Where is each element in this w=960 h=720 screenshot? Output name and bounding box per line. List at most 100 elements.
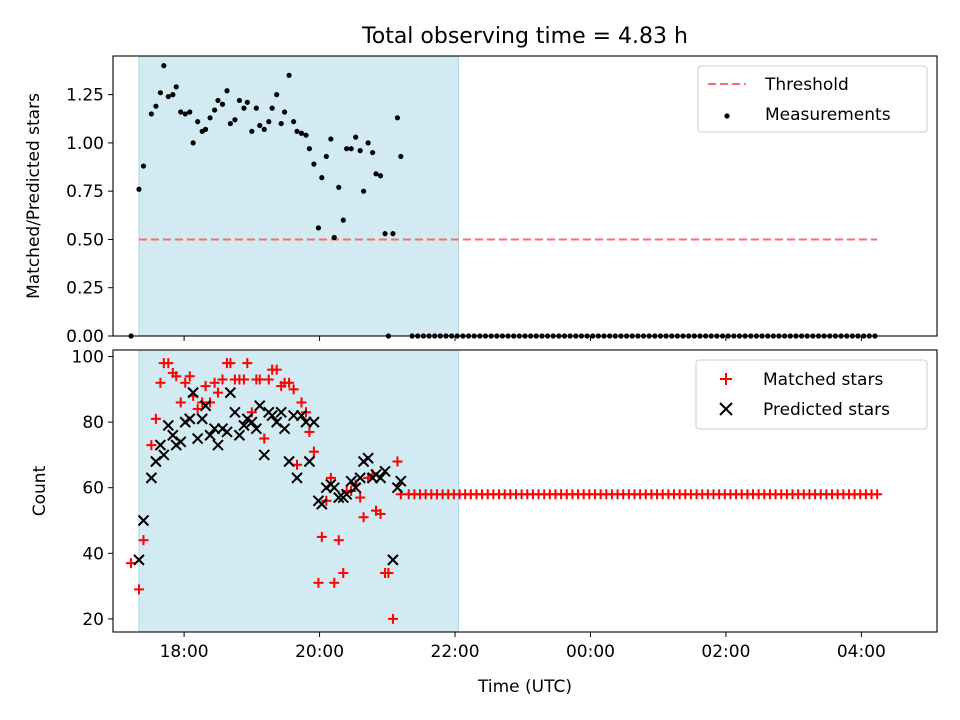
predicted-star-point — [283, 455, 295, 468]
matched-star-point — [238, 374, 249, 385]
predicted-star-point — [395, 475, 407, 487]
measurement-point — [348, 146, 354, 152]
matched-star-point — [259, 433, 270, 444]
predicted-star-point — [254, 400, 266, 412]
measurement-point — [294, 128, 300, 134]
matched-star-point — [200, 381, 211, 392]
ratio-legend-frame — [697, 65, 928, 133]
predicted-star-point — [154, 439, 167, 451]
measurement-point — [274, 92, 280, 98]
measurement-point — [390, 231, 396, 237]
measurement-point — [319, 175, 325, 181]
matched-star-point — [383, 567, 394, 578]
predicted-star-point — [246, 416, 258, 428]
predicted-star-point — [212, 439, 224, 451]
x-tick-label: 22:00 — [431, 642, 480, 662]
measurement-point — [187, 109, 193, 115]
ratio-ytick-label: 0.50 — [66, 230, 104, 250]
count-ytick-label: 80 — [82, 413, 104, 433]
legend-matched-label: Matched stars — [763, 370, 883, 390]
ratio-ytick-label: 0.25 — [66, 279, 104, 299]
predicted-star-point — [345, 475, 357, 487]
predicted-star-point — [303, 455, 316, 468]
measurement-point — [269, 105, 275, 111]
predicted-star-point — [278, 422, 291, 435]
matched-star-point — [138, 535, 149, 546]
measurement-point — [281, 109, 288, 115]
measurement-point — [236, 97, 243, 104]
legend-predicted-label: Predicted stars — [763, 400, 890, 420]
measurement-point — [161, 63, 167, 69]
x-tick-label: 00:00 — [566, 642, 615, 662]
measurement-point — [190, 140, 196, 146]
matched-star-point — [133, 584, 144, 595]
ratio-ytick-label: 0.75 — [66, 182, 104, 202]
ratio-panel: 0.00 0.25 0.50 0.75 1.00 1.25 Matched/Predict… — [24, 55, 938, 347]
predicted-star-point — [391, 482, 404, 494]
matched-star-point — [146, 440, 157, 451]
count-axis-ticks: 20 40 60 80 100 18:00 20:00 22:00 00:00 02:00 04:0… — [72, 348, 886, 662]
legend-measurements-label: Measurements — [765, 105, 891, 125]
predicted-star-point — [316, 498, 328, 510]
measurement-point — [241, 105, 247, 111]
measurement-point — [344, 146, 350, 152]
predicted-star-point — [362, 452, 374, 464]
x-tick-label: 04:00 — [837, 642, 886, 662]
predicted-star-point — [349, 482, 362, 494]
count-ytick-label: 20 — [82, 610, 104, 630]
measurement-point — [340, 217, 346, 223]
measurement-point — [253, 105, 259, 111]
measurement-point — [227, 120, 233, 127]
matched-star-point — [872, 489, 883, 500]
predicted-star-point — [224, 386, 237, 399]
matched-star-point — [163, 358, 174, 369]
measurement-point — [232, 117, 238, 123]
measurement-point — [286, 72, 292, 78]
measurement-point — [165, 93, 171, 100]
measurement-point — [315, 225, 322, 231]
matched-star-point — [155, 377, 166, 388]
measurement-point — [173, 84, 179, 90]
count-ylabel: Count — [30, 465, 50, 516]
predicted-star-point — [340, 488, 353, 500]
matched-star-point — [242, 358, 253, 369]
measurement-point — [153, 103, 159, 109]
predicted-star-point — [184, 413, 196, 425]
matched-star-point — [308, 446, 319, 457]
observing-window-shade-top — [138, 55, 459, 337]
legend-predicted-swatch — [719, 402, 733, 416]
measurement-point — [278, 120, 284, 127]
measurement-point — [311, 161, 317, 167]
predicted-star-point — [175, 436, 187, 448]
measurement-point — [370, 149, 376, 156]
matched-star-point — [304, 426, 315, 437]
predicted-star-point — [295, 409, 308, 422]
measurement-point — [136, 186, 142, 192]
matched-star-point — [288, 384, 299, 395]
predicted-star-point — [229, 406, 241, 419]
matched-star-point — [225, 358, 236, 369]
measurement-point — [211, 107, 218, 113]
predicted-star-point — [233, 429, 246, 441]
count-ytick-label: 100 — [72, 348, 104, 368]
matched-star-point — [375, 508, 386, 519]
matched-star-point — [209, 377, 220, 388]
matched-star-point — [271, 364, 282, 375]
matched-star-point — [358, 512, 369, 523]
matched-star-point — [316, 531, 327, 542]
measurement-point — [202, 126, 209, 132]
matched-star-point — [217, 374, 228, 385]
matched-star-point — [184, 371, 195, 382]
ratio-axis-ticks: 0.00 0.25 0.50 0.75 1.00 1.25 — [66, 86, 862, 347]
matched-star-point — [150, 413, 161, 424]
measurement-point — [323, 153, 329, 160]
x-tick-label: 18:00 — [160, 642, 209, 662]
measurement-point — [357, 148, 363, 154]
measurement-point — [298, 130, 305, 136]
predicted-star-point — [199, 400, 212, 412]
measurement-point — [291, 119, 297, 125]
measurement-point — [219, 101, 226, 107]
matched-star-point — [175, 397, 186, 408]
matched-star-point — [392, 456, 403, 467]
predicted-star-point — [191, 432, 204, 445]
